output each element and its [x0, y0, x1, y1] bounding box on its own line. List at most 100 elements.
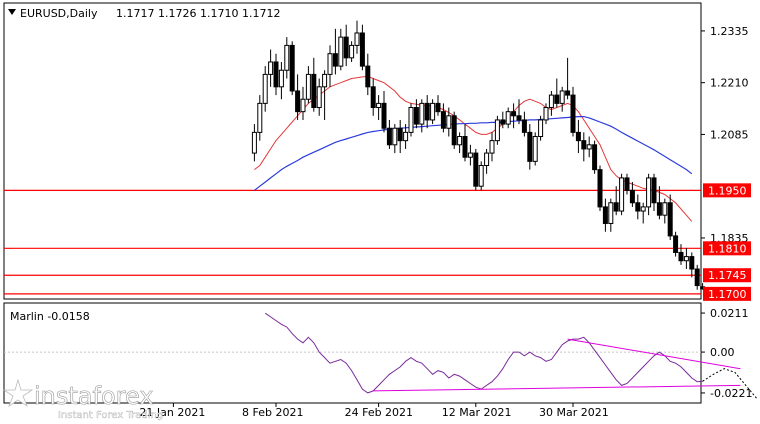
candle	[305, 66, 311, 104]
candle	[640, 202, 646, 224]
candle	[284, 37, 290, 79]
candle	[278, 61, 284, 100]
time-tick-label: 8 Feb 2021	[242, 406, 303, 419]
candle	[403, 124, 409, 149]
candle	[505, 107, 511, 129]
time-tick-label: 30 Mar 2021	[539, 406, 609, 419]
candle	[413, 99, 419, 129]
candle	[397, 119, 403, 154]
level-label-3: 1.1700	[708, 288, 747, 301]
ma-red-line	[254, 75, 693, 222]
candle	[451, 111, 457, 149]
instaforex-logo: instaforex Instant Forex Trading	[2, 378, 163, 421]
candle	[473, 148, 479, 191]
osc-tick-label: 0.00	[710, 346, 735, 359]
candle	[575, 119, 581, 154]
candle	[570, 86, 576, 137]
price-tick-label: 1.2085	[710, 128, 749, 141]
candle	[494, 115, 500, 145]
candle	[667, 194, 673, 241]
candle	[662, 198, 668, 224]
candle	[322, 70, 328, 120]
candle	[635, 194, 641, 220]
candle	[300, 86, 306, 120]
candle	[538, 115, 544, 141]
candle	[457, 132, 463, 154]
watermark-tagline: Instant Forex Trading	[58, 410, 163, 421]
ohlc-values: 1.1717 1.1726 1.1710 1.1712	[116, 7, 280, 20]
candle	[651, 173, 657, 212]
candle	[435, 95, 441, 116]
candle	[646, 173, 652, 216]
level-label-0: 1.1950	[708, 184, 747, 197]
candle	[543, 103, 549, 125]
candle	[408, 103, 414, 137]
candle	[624, 173, 630, 195]
price-levels	[4, 189, 701, 295]
candle	[311, 57, 317, 112]
time-tick-label: 21 Jan 2021	[139, 406, 205, 419]
candle	[251, 124, 257, 162]
candle	[332, 28, 338, 75]
candle	[500, 111, 506, 129]
candle	[532, 132, 538, 166]
osc-trendline-1	[373, 384, 741, 392]
candle	[462, 124, 468, 162]
candle	[565, 57, 571, 100]
dropdown-triangle-icon[interactable]	[8, 9, 16, 15]
price-tick-label: 1.2210	[710, 77, 749, 90]
marlin-oscillator	[4, 312, 757, 399]
candle	[521, 111, 527, 137]
candle	[343, 24, 349, 67]
candle	[257, 95, 263, 141]
candle	[484, 148, 490, 174]
candle	[548, 90, 554, 116]
candle	[629, 182, 635, 207]
candle	[354, 20, 360, 54]
level-label-1: 1.1810	[708, 242, 747, 255]
candle	[619, 173, 625, 216]
candle	[527, 124, 533, 170]
time-tick-label: 12 Mar 2021	[442, 406, 512, 419]
candle	[613, 186, 619, 216]
level-label-2: 1.1745	[708, 269, 747, 282]
marlin-projection	[702, 368, 757, 399]
candle	[289, 41, 295, 96]
candle	[262, 66, 268, 112]
oscillator-axis: 0.0211 0.00 -0.0221	[701, 307, 752, 400]
candle	[359, 24, 365, 71]
level-tag-0	[703, 183, 751, 198]
level-labels: 1.1950 1.1810 1.1745 1.1700	[703, 183, 751, 301]
candle	[554, 78, 560, 108]
candle	[683, 248, 689, 270]
candle	[478, 161, 484, 191]
candle	[376, 95, 382, 120]
indicator-panel-frame	[3, 302, 702, 404]
candle	[295, 74, 301, 120]
candle	[597, 165, 603, 212]
candle	[489, 132, 495, 162]
candle	[424, 95, 430, 129]
candle	[381, 90, 387, 133]
candle	[586, 136, 592, 158]
logo-mark-icon	[2, 378, 34, 408]
candle	[268, 49, 274, 87]
candle	[602, 198, 608, 232]
candle	[511, 103, 517, 129]
time-tick-label: 24 Feb 2021	[345, 406, 413, 419]
candle	[656, 186, 662, 220]
candle	[581, 132, 587, 162]
moving-averages	[254, 75, 693, 222]
candle	[386, 119, 392, 149]
candle	[327, 45, 333, 87]
ma-blue-line	[254, 115, 693, 191]
candle	[689, 252, 695, 278]
candlesticks	[251, 20, 706, 290]
candle	[673, 231, 679, 257]
candle	[370, 78, 376, 116]
candle	[419, 99, 425, 133]
osc-tick-label: -0.0221	[710, 387, 752, 400]
candle	[349, 41, 355, 62]
